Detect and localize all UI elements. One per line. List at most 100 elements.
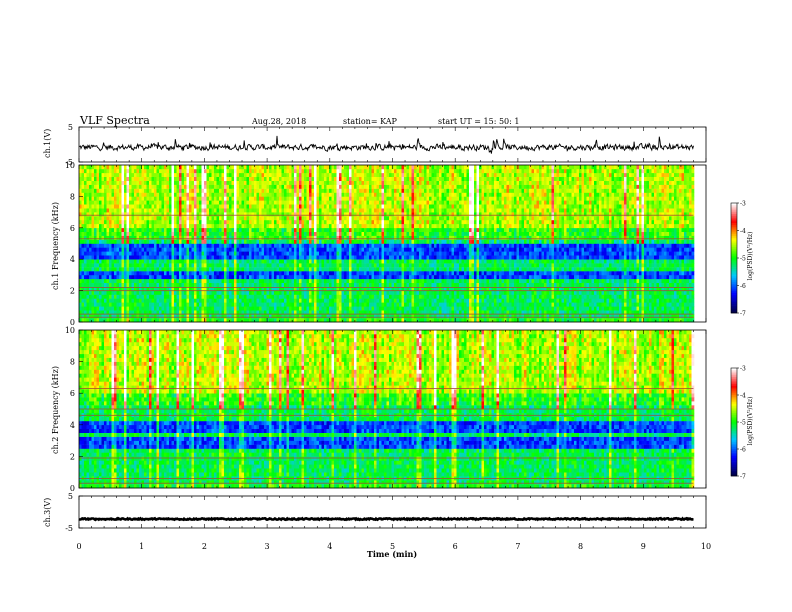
spectrogram-cell xyxy=(279,263,282,268)
spectrogram-cell xyxy=(396,251,400,256)
spectrogram-cell xyxy=(476,290,480,295)
spectrogram-cell xyxy=(281,282,285,287)
spectrogram-cell xyxy=(344,298,347,303)
spectrogram-cell xyxy=(124,255,127,260)
spectrogram-cell xyxy=(279,267,282,272)
spectrogram-cell xyxy=(124,306,127,311)
spectrogram-cell xyxy=(519,274,522,280)
spectrogram-cell xyxy=(536,306,540,311)
spectrogram-cell xyxy=(421,298,425,303)
spectrogram-cell xyxy=(219,243,222,248)
spectrogram-cell xyxy=(611,263,615,268)
spectrogram-cell xyxy=(166,278,170,283)
spectrogram-cell xyxy=(459,271,462,276)
spectrogram-cell xyxy=(174,290,177,295)
spectrogram-cell xyxy=(476,271,480,276)
spectrogram-cell xyxy=(294,294,297,299)
spectrogram-cell xyxy=(349,247,352,252)
spectrogram-cell xyxy=(409,274,412,280)
spectrogram-cell xyxy=(561,255,565,260)
spectrogram-cell xyxy=(679,255,682,260)
spectrogram-cell xyxy=(649,310,652,315)
spectrogram-cell xyxy=(394,263,397,268)
spectrogram-cell xyxy=(266,271,270,276)
spectrogram-cell xyxy=(329,310,332,315)
spectrogram-cell xyxy=(386,278,390,283)
spectrogram-cell xyxy=(651,306,655,311)
spectrogram-cell xyxy=(306,294,310,299)
spectrogram-cell xyxy=(171,271,175,276)
spectrogram-cell xyxy=(444,251,447,256)
spectrogram-cell xyxy=(416,263,420,268)
spectrogram-cell xyxy=(334,314,337,319)
spectrogram-cell xyxy=(429,267,432,272)
spectrogram-cell xyxy=(426,294,430,299)
spectrogram-cell xyxy=(581,290,585,295)
spectrogram-cell xyxy=(651,318,655,323)
spectrogram-cell xyxy=(479,263,482,268)
spectrogram-cell xyxy=(359,310,362,315)
spectrogram-cell xyxy=(634,318,637,323)
spectrogram-cell xyxy=(384,314,387,319)
spectrogram-cell xyxy=(151,310,155,315)
spectrogram-cell xyxy=(266,318,270,323)
spectrogram-cell xyxy=(491,274,495,280)
spectrogram-cell xyxy=(89,251,92,256)
spectrogram-cell xyxy=(364,314,367,319)
spectrogram-cell xyxy=(444,314,447,319)
spectrogram-cell xyxy=(341,255,345,260)
spectrogram-cell xyxy=(506,271,510,276)
spectrogram-cell xyxy=(431,314,435,319)
spectrogram-cell xyxy=(621,251,625,256)
spectrogram-cell xyxy=(656,302,660,307)
spectrogram-cell xyxy=(346,243,350,248)
spectrogram-cell xyxy=(201,310,205,315)
spectrogram-cell xyxy=(661,274,665,280)
spectrogram-cell xyxy=(499,310,502,315)
spectrogram-cell xyxy=(461,255,465,260)
spectrogram-cell xyxy=(209,318,212,323)
spectrogram-cell xyxy=(431,318,435,323)
spectrogram-cell xyxy=(94,271,97,276)
spectrogram-cell xyxy=(336,259,340,264)
spectrogram-cell xyxy=(276,290,280,295)
spectrogram-cell xyxy=(149,306,152,311)
spectrogram-cell xyxy=(271,282,275,287)
spectrogram-cell xyxy=(549,294,552,299)
spectrogram-cell xyxy=(249,251,252,256)
spectrogram-cell xyxy=(391,278,395,283)
spectrogram-cell xyxy=(261,310,265,315)
spectrogram-cell xyxy=(121,251,125,256)
spectrogram-cell xyxy=(234,282,237,287)
spectrogram-cell xyxy=(106,247,110,252)
spectrogram-cell xyxy=(101,282,105,287)
spectrogram-cell xyxy=(451,294,455,299)
spectrogram-cell xyxy=(166,263,170,268)
spectrogram-cell xyxy=(289,294,292,299)
spectrogram-cell xyxy=(229,259,232,264)
spectrogram-cell xyxy=(651,255,655,260)
spectrogram-cell xyxy=(399,314,402,319)
spectrogram-cell xyxy=(516,247,520,252)
spectrogram-cell xyxy=(649,306,652,311)
spectrogram-cell xyxy=(676,318,680,323)
spectrogram-cell xyxy=(191,263,195,268)
spectrogram-cell xyxy=(234,255,237,260)
spectrogram-cell xyxy=(659,314,662,319)
spectrogram-cell xyxy=(251,259,255,264)
spectrogram-cell xyxy=(616,282,620,287)
spectrogram-cell xyxy=(569,271,572,276)
spectrogram-cell xyxy=(114,259,117,264)
spectrogram-cell xyxy=(434,243,437,248)
spectrogram-cell xyxy=(116,286,120,291)
spectrogram-cell xyxy=(489,318,492,323)
spectrogram-cell xyxy=(494,259,497,264)
spectrogram-cell xyxy=(124,294,127,299)
spectrogram-cell xyxy=(119,263,122,268)
spectrogram-cell xyxy=(79,263,82,268)
spectrogram-cell xyxy=(279,314,282,319)
spectrogram-cell xyxy=(564,267,567,272)
spectrogram-cell xyxy=(449,278,452,283)
spectrogram-cell xyxy=(319,318,322,323)
spectrogram-cell xyxy=(96,255,100,260)
